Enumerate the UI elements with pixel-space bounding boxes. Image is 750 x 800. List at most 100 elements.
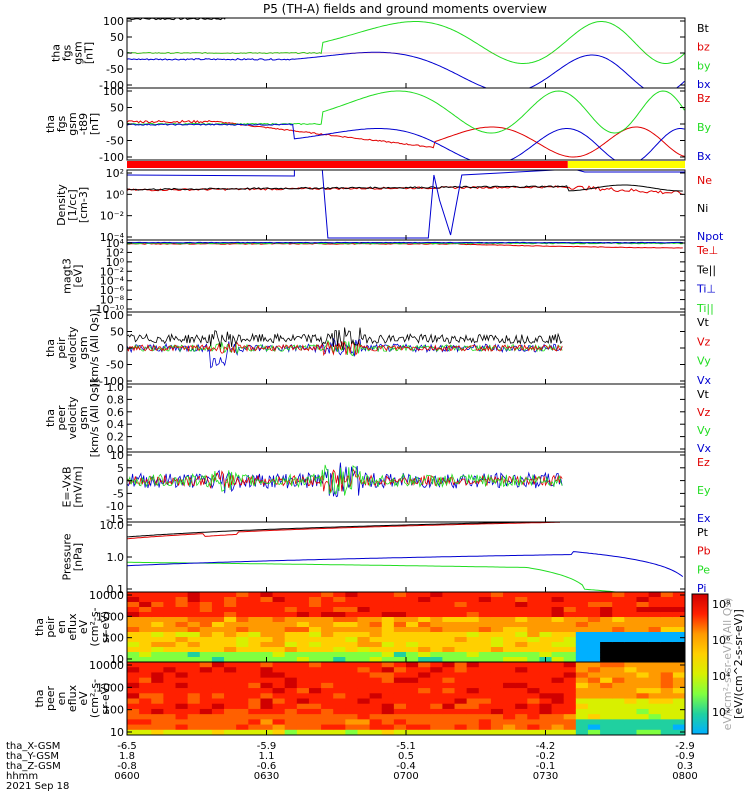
spec-cell — [284, 682, 298, 689]
spec-cell — [224, 682, 237, 689]
spec-cell — [236, 602, 249, 608]
spec-cell — [624, 622, 637, 628]
footer-value: 1.8 — [119, 751, 135, 762]
spec-cell — [490, 729, 504, 735]
series-bx — [127, 51, 685, 88]
spec-cell — [163, 688, 177, 694]
spec-cell — [187, 719, 201, 726]
spec-cell — [272, 703, 286, 710]
spec-cell — [175, 637, 189, 643]
spec-cell — [587, 637, 601, 643]
spec-cell — [466, 607, 480, 613]
spec-cell — [406, 724, 419, 731]
spec-cell — [393, 688, 407, 694]
spec-cell — [490, 719, 504, 726]
spec-cell — [127, 672, 140, 679]
spec-cell — [418, 677, 431, 684]
spec-cell — [612, 602, 625, 608]
spec-cell — [515, 703, 528, 710]
spec-cell — [563, 602, 577, 608]
spec-cell — [211, 682, 225, 689]
spec-cell — [612, 688, 625, 694]
spec-cell — [624, 703, 637, 710]
spec-cell — [624, 657, 637, 662]
footer-value: -0.1 — [536, 761, 556, 772]
spec-cell — [369, 662, 383, 668]
spec-cell — [127, 714, 140, 720]
ylabel: [km/s (All Qs)] — [88, 309, 101, 388]
spec-cell — [163, 672, 177, 679]
spec-cell — [199, 698, 213, 705]
spec-cell — [321, 652, 334, 658]
spec-cell — [539, 719, 553, 726]
spec-cell — [587, 714, 601, 720]
spec-cell — [381, 688, 395, 694]
spec-cell — [345, 632, 358, 638]
spec-cell — [260, 627, 274, 633]
spec-cell — [612, 729, 625, 735]
legend-bt: Bt — [697, 22, 710, 35]
ytick-label: 0.2 — [107, 431, 125, 444]
spec-cell — [490, 714, 504, 720]
spec-cell — [575, 667, 589, 673]
spec-cell — [660, 642, 674, 648]
spec-cell — [454, 729, 468, 735]
spec-cell — [478, 688, 492, 694]
spec-cell — [672, 647, 685, 653]
spec-cell — [648, 719, 662, 726]
spec-cell — [418, 703, 431, 710]
spec-cell — [357, 698, 371, 705]
spec-cell — [612, 719, 625, 726]
ytick-label: 10² — [106, 167, 124, 180]
spec-cell — [551, 652, 565, 658]
spec-cell — [503, 729, 516, 735]
spec-cell — [127, 688, 140, 694]
spec-cell — [648, 652, 662, 658]
spec-cell — [503, 617, 516, 623]
spec-cell — [272, 637, 286, 643]
spec-cell — [539, 637, 553, 643]
spec-cell — [345, 688, 358, 694]
ylabel: -t89 — [77, 113, 90, 135]
spec-cell — [527, 642, 540, 648]
spec-cell — [272, 642, 286, 648]
spec-cell — [333, 693, 346, 699]
spec-cell — [442, 637, 456, 643]
axes-frame — [126, 521, 686, 593]
spec-cell — [563, 703, 577, 710]
spec-cell — [211, 627, 225, 633]
axes-frame — [126, 239, 686, 313]
spec-cell — [224, 724, 237, 731]
axes-frame — [126, 169, 686, 241]
spec-cell — [600, 647, 613, 653]
spec-cell — [357, 627, 371, 633]
figure-title: P5 (TH-A) fields and ground moments over… — [263, 2, 547, 16]
spec-cell — [224, 612, 237, 618]
spec-cell — [636, 677, 650, 684]
spec-cell — [199, 642, 213, 648]
spec-cell — [539, 617, 553, 623]
spec-cell — [199, 622, 213, 628]
legend-vt: Vt — [697, 316, 710, 329]
spec-cell — [175, 688, 189, 694]
spec-cell — [612, 642, 625, 648]
spec-cell — [527, 622, 540, 628]
spec-cell — [333, 642, 346, 648]
spec-cell — [527, 667, 540, 673]
spec-cell — [260, 647, 274, 653]
spec-cell — [333, 703, 346, 710]
spec-cell — [454, 602, 468, 608]
ytick-label: 10⁻⁶ — [100, 284, 125, 297]
spec-cell — [527, 652, 540, 658]
spec-cell — [575, 724, 589, 731]
spec-cell — [199, 682, 213, 689]
spec-cell — [139, 612, 152, 618]
spec-cell — [236, 622, 249, 628]
spec-cell — [575, 592, 589, 598]
spec-cell — [612, 632, 625, 638]
spec-cell — [199, 612, 213, 618]
spec-cell — [139, 682, 152, 689]
spec-cell — [345, 708, 358, 715]
spec-cell — [345, 724, 358, 731]
spec-cell — [624, 708, 637, 715]
